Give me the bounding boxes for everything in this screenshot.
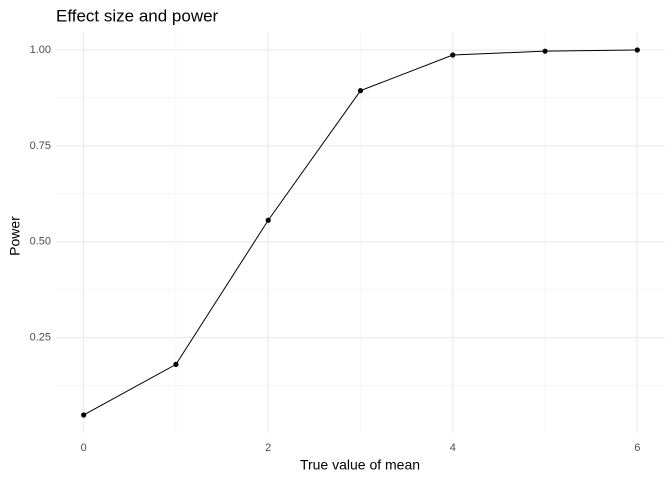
point (450, 52, 456, 58)
x-tick-label: 2 (265, 442, 271, 454)
y-tick-label: 0.25 (30, 331, 51, 343)
point (81, 412, 87, 418)
y-tick-label: 1.00 (30, 44, 51, 56)
y-axis-title: Power (7, 216, 23, 256)
point (634, 47, 640, 53)
x-axis-title: True value of mean (300, 457, 420, 473)
point (265, 217, 271, 223)
point (173, 361, 179, 367)
x-tick-label: 4 (450, 442, 456, 454)
y-tick-label: 0.50 (30, 236, 51, 248)
x-tick-label: 0 (81, 442, 87, 454)
chart-title: Effect size and power (56, 6, 219, 25)
point (357, 88, 364, 94)
point (542, 48, 548, 54)
y-tick-label: 0.75 (30, 140, 51, 152)
x-tick-label: 6 (634, 442, 640, 454)
